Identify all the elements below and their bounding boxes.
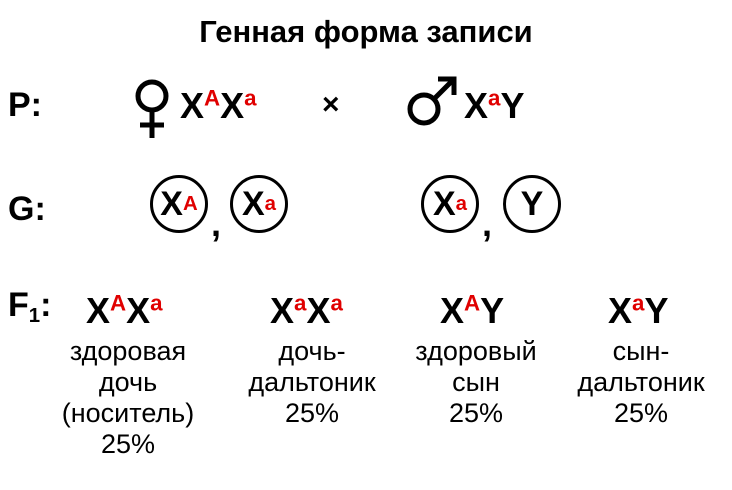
male-genotype: XaY [464, 85, 525, 126]
offspring-description: здоровая дочь (носитель) 25% [38, 336, 218, 460]
offspring-label: F1: [8, 286, 52, 328]
offspring-percent: 25% [613, 398, 669, 428]
gamete-circle: Y [503, 175, 561, 233]
cross-symbol: × [322, 88, 340, 121]
offspring-description: сын- дальтоник 25% [551, 336, 731, 429]
gametes-label: G: [8, 190, 46, 228]
gamete-separator: , [482, 203, 493, 244]
offspring-description: здоровый сын 25% [386, 336, 566, 429]
gamete-separator: , [211, 203, 222, 244]
female-icon [135, 79, 169, 138]
offspring-genotype: XaXa [270, 290, 343, 331]
diagram-title: Генная форма записи [199, 14, 533, 49]
offspring-description: дочь- дальтоник 25% [222, 336, 402, 429]
offspring-percent: 25% [100, 429, 156, 459]
male-icon [407, 76, 457, 126]
offspring-genotype: XAXa [86, 290, 163, 331]
offspring-genotype: XaY [608, 290, 669, 331]
offspring-percent: 25% [448, 398, 504, 428]
offspring-genotype: XAY [440, 290, 505, 331]
parents-label: P: [8, 86, 42, 124]
female-genotype: XAXa [180, 85, 257, 126]
offspring-percent: 25% [284, 398, 340, 428]
